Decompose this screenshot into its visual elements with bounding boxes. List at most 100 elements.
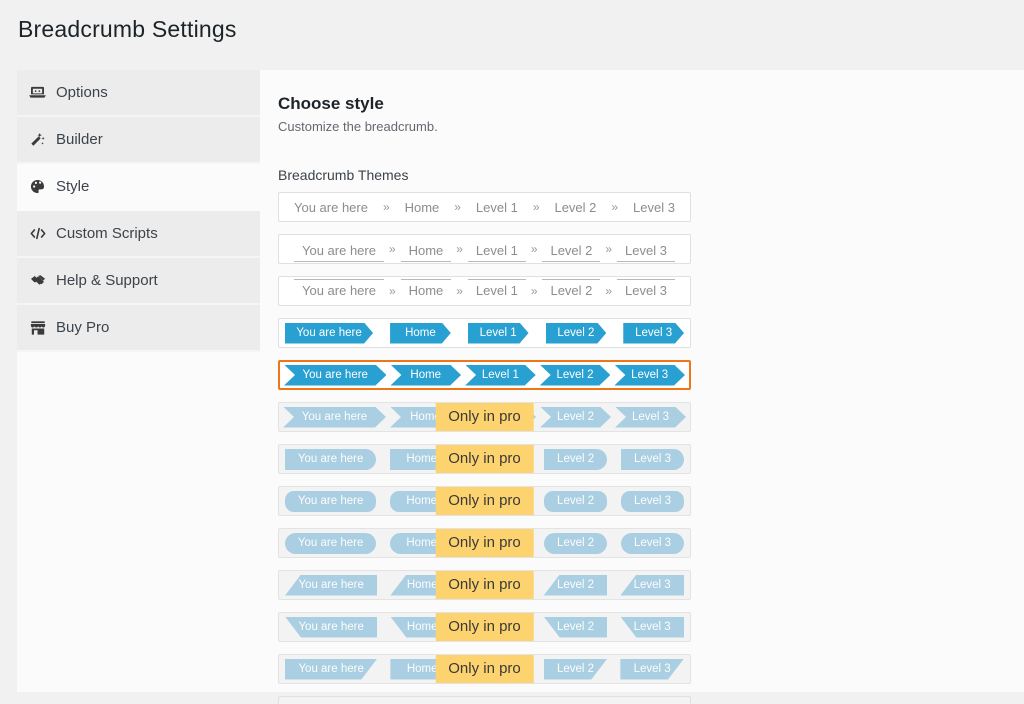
crumb-chip: Level 2 — [546, 323, 607, 344]
crumb-label: Home — [405, 200, 440, 215]
theme-list: You are here » Home » Level 1 » Level 2 » Level … — [278, 192, 1024, 684]
sidebar: Options Builder Style Custom Scripts Hel… — [17, 70, 260, 692]
page-title: Breadcrumb Settings — [0, 0, 1024, 43]
crumb-chip: Level 3 — [623, 323, 684, 344]
crumb-label: Level 1 — [476, 200, 518, 215]
crumb-chip: Level 3 — [620, 617, 684, 638]
breadcrumb-theme-overline[interactable]: You are here » Home » Level 1 » Level 2 » Level … — [278, 276, 691, 306]
crumb-label: Home — [401, 279, 452, 298]
crumb-chip: You are here — [285, 617, 377, 638]
breadcrumb-theme-arrow[interactable]: You are here Home Level 1 Level 2 Level 3 — [278, 318, 691, 348]
crumb-label: You are here — [294, 200, 368, 215]
crumb-chip: Home — [390, 323, 451, 344]
sidebar-item-label: Custom Scripts — [56, 225, 158, 242]
crumb-chip: Home — [390, 365, 461, 386]
sidebar-item-help-support[interactable]: Help & Support — [17, 258, 260, 305]
sidebar-item-label: Options — [56, 84, 108, 101]
sidebar-item-options[interactable]: Options — [17, 70, 260, 117]
crumb-chip: Level 2 — [544, 533, 607, 554]
crumb-separator: » — [456, 242, 463, 256]
crumb-separator: » — [389, 284, 396, 298]
crumb-label: Level 2 — [542, 279, 600, 298]
crumb-label: Level 2 — [554, 200, 596, 215]
crumb-chip: Level 3 — [620, 659, 684, 680]
crumb-separator: » — [605, 242, 612, 256]
palette-icon — [28, 179, 47, 194]
crumb-label: Level 3 — [617, 243, 675, 262]
section-heading: Choose style — [278, 94, 1024, 114]
crumb-chip: Level 3 — [620, 575, 684, 596]
crumb-chip: Level 3 — [621, 491, 684, 512]
pro-badge: Only in pro — [435, 487, 534, 515]
section-subtitle: Customize the breadcrumb. — [278, 119, 1024, 134]
breadcrumb-theme-13-partial[interactable] — [278, 696, 691, 704]
themes-label: Breadcrumb Themes — [278, 167, 1024, 183]
pro-badge: Only in pro — [435, 571, 534, 599]
sidebar-item-label: Style — [56, 178, 89, 195]
handshake-icon — [28, 274, 47, 287]
crumb-label: Level 3 — [617, 279, 675, 298]
crumb-chip: Level 3 — [615, 407, 686, 428]
pro-badge: Only in pro — [435, 655, 534, 683]
sidebar-item-label: Help & Support — [56, 272, 158, 289]
pro-badge: Only in pro — [435, 403, 534, 431]
crumb-label: You are here — [294, 279, 384, 298]
crumb-label: Home — [401, 243, 452, 262]
crumb-chip: Level 2 — [544, 617, 608, 638]
store-icon — [28, 321, 47, 335]
crumb-chip: Level 3 — [621, 533, 684, 554]
crumb-chip: You are here — [285, 533, 376, 554]
sidebar-item-style[interactable]: Style — [17, 164, 260, 211]
crumb-chip: Level 2 — [544, 575, 608, 596]
breadcrumb-theme-plain-text[interactable]: You are here»Home»Level 1»Level 2»Level … — [278, 192, 691, 222]
crumb-label: Level 1 — [468, 279, 526, 298]
crumb-separator: » — [533, 200, 540, 214]
crumb-separator: » — [605, 284, 612, 298]
sidebar-item-builder[interactable]: Builder — [17, 117, 260, 164]
laptop-icon — [28, 86, 47, 99]
crumb-separator: » — [454, 200, 461, 214]
sidebar-item-custom-scripts[interactable]: Custom Scripts — [17, 211, 260, 258]
main-content: Choose style Customize the breadcrumb. B… — [260, 70, 1024, 692]
crumb-chip: Level 3 — [614, 365, 685, 386]
pro-badge: Only in pro — [435, 445, 534, 473]
crumb-separator: » — [531, 242, 538, 256]
crumb-chip: You are here — [284, 365, 386, 386]
pro-badge: Only in pro — [435, 613, 534, 641]
settings-card: Options Builder Style Custom Scripts Hel… — [17, 70, 1024, 692]
crumb-separator: » — [456, 284, 463, 298]
crumb-separator: » — [389, 242, 396, 256]
crumb-chip: You are here — [285, 491, 376, 512]
crumb-chip: Level 2 — [540, 365, 611, 386]
crumb-separator: » — [531, 284, 538, 298]
crumb-chip: You are here — [285, 323, 373, 344]
sidebar-item-label: Builder — [56, 131, 103, 148]
crumb-chip: Level 2 — [544, 491, 607, 512]
crumb-chip: Level 2 — [544, 449, 607, 470]
crumb-chip: You are here — [285, 575, 377, 596]
crumb-chip: Level 1 — [465, 365, 536, 386]
sidebar-item-buy-pro[interactable]: Buy Pro — [17, 305, 260, 352]
magic-wand-icon — [28, 132, 47, 147]
crumb-chip: You are here — [285, 449, 376, 470]
crumb-label: You are here — [294, 243, 384, 262]
crumb-label: Level 1 — [468, 243, 526, 262]
breadcrumb-theme-underline[interactable]: You are here » Home » Level 1 » Level 2 » Level … — [278, 234, 691, 264]
crumb-label: Level 2 — [542, 243, 600, 262]
pro-badge: Only in pro — [435, 529, 534, 557]
code-icon — [28, 227, 47, 240]
sidebar-item-label: Buy Pro — [56, 319, 109, 336]
crumb-chip: Level 1 — [468, 323, 529, 344]
crumb-chip: You are here — [285, 659, 377, 680]
crumb-chip: You are here — [283, 407, 386, 428]
crumb-separator: » — [611, 200, 618, 214]
crumb-chip: Level 2 — [544, 659, 608, 680]
